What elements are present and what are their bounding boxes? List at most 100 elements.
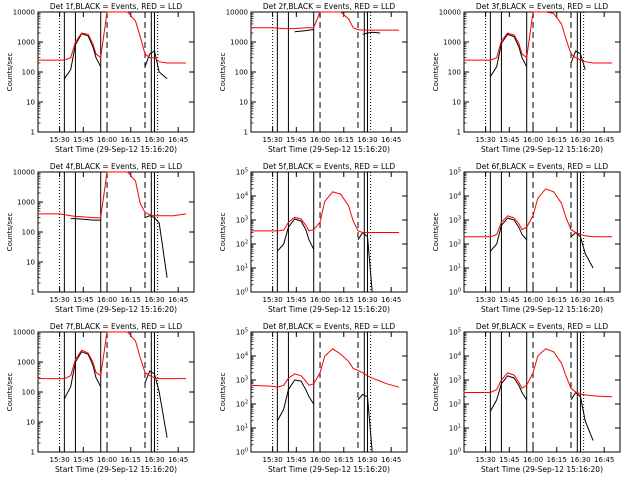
panel-title: Det 7f,BLACK = Events, RED = LLD xyxy=(50,322,183,331)
plot-frame xyxy=(250,331,408,453)
y-tick-label: 1 xyxy=(31,289,35,297)
events-series-line xyxy=(276,379,381,453)
lld-series-line xyxy=(250,191,400,233)
panel-title: Det 3f,BLACK = Events, RED = LLD xyxy=(476,2,609,11)
panel-title: Det 1f,BLACK = Events, RED = LLD xyxy=(50,2,183,11)
x-axis-label: Start Time (29-Sep-12 15:16:20) xyxy=(268,145,390,154)
x-tick-label: 16:45 xyxy=(168,136,188,144)
x-axis-label: Start Time (29-Sep-12 15:16:20) xyxy=(481,145,603,154)
x-tick-label: 16:15 xyxy=(334,296,354,304)
y-tick-label: 100 xyxy=(235,69,248,77)
x-tick-label: 15:30 xyxy=(476,296,496,304)
y-axis-label: Counts/sec xyxy=(432,53,440,92)
plot-frame xyxy=(37,11,195,133)
y-tick-label: 100 xyxy=(236,448,248,457)
x-tick-label: 16:15 xyxy=(334,136,354,144)
y-axis-label: Counts/sec xyxy=(219,373,227,412)
panel-title: Det 2f,BLACK = Events, RED = LLD xyxy=(263,2,396,11)
y-tick-label: 10 xyxy=(26,419,35,427)
events-series-line xyxy=(489,33,586,77)
x-tick-label: 15:45 xyxy=(499,136,519,144)
panel-title: Det 4f,BLACK = Events, RED = LLD xyxy=(50,162,183,171)
y-tick-label: 1000 xyxy=(17,359,35,367)
panel-title: Det 8f,BLACK = Events, RED = LLD xyxy=(263,322,396,331)
x-tick-label: 15:45 xyxy=(286,456,306,464)
x-axis-label: Start Time (29-Sep-12 15:16:20) xyxy=(55,145,177,154)
y-axis-label: Counts/sec xyxy=(6,373,14,412)
x-tick-label: 16:00 xyxy=(97,456,117,464)
panel-5: Det 5f,BLACK = Events, RED = LLD Counts/s… xyxy=(219,162,408,314)
x-axis-label: Start Time (29-Sep-12 15:16:20) xyxy=(268,305,390,314)
y-tick-label: 10000 xyxy=(13,169,35,177)
x-tick-label: 16:15 xyxy=(121,136,141,144)
y-tick-label: 101 xyxy=(236,424,248,433)
y-tick-label: 10 xyxy=(26,259,35,267)
x-tick-label: 16:15 xyxy=(547,456,567,464)
panel-9: Det 9f,BLACK = Events, RED = LLD Counts/s… xyxy=(432,322,621,474)
x-tick-label: 16:00 xyxy=(97,296,117,304)
y-tick-label: 104 xyxy=(449,192,461,201)
y-tick-label: 103 xyxy=(236,216,248,225)
x-tick-label: 16:15 xyxy=(547,296,567,304)
x-tick-label: 16:15 xyxy=(547,136,567,144)
x-tick-label: 15:45 xyxy=(286,136,306,144)
x-tick-label: 16:30 xyxy=(357,296,377,304)
x-tick-label: 16:30 xyxy=(570,136,590,144)
y-tick-label: 102 xyxy=(449,400,461,409)
y-tick-label: 103 xyxy=(449,216,461,225)
panel-2: Det 2f,BLACK = Events, RED = LLD Counts/s… xyxy=(219,2,408,154)
events-series-line xyxy=(294,29,381,35)
y-tick-label: 105 xyxy=(449,168,461,177)
plot-frame xyxy=(463,171,621,293)
lld-series-line xyxy=(37,331,187,380)
lld-series-line xyxy=(463,11,613,64)
y-tick-label: 10000 xyxy=(13,329,35,337)
y-tick-label: 1 xyxy=(244,129,248,137)
panel-7: Det 7f,BLACK = Events, RED = LLD Counts/s… xyxy=(6,322,195,474)
y-tick-label: 10000 xyxy=(439,9,461,17)
plot-frame xyxy=(37,331,195,453)
y-tick-label: 105 xyxy=(236,168,248,177)
y-tick-label: 1000 xyxy=(17,39,35,47)
x-tick-label: 15:30 xyxy=(263,296,283,304)
x-tick-label: 15:30 xyxy=(263,456,283,464)
x-tick-label: 15:45 xyxy=(499,456,519,464)
y-tick-label: 105 xyxy=(449,328,461,337)
lld-series-line xyxy=(250,11,400,31)
y-tick-label: 1 xyxy=(31,129,35,137)
panel-title: Det 5f,BLACK = Events, RED = LLD xyxy=(263,162,396,171)
panel-4: Det 4f,BLACK = Events, RED = LLD Counts/s… xyxy=(6,162,195,314)
x-tick-label: 16:45 xyxy=(594,136,614,144)
lld-series-line xyxy=(37,171,187,219)
y-tick-label: 100 xyxy=(22,69,35,77)
y-axis-label: Counts/sec xyxy=(432,373,440,412)
x-tick-label: 16:45 xyxy=(381,136,401,144)
y-tick-label: 1000 xyxy=(17,199,35,207)
events-series-line xyxy=(70,215,168,278)
panel-8: Det 8f,BLACK = Events, RED = LLD Counts/s… xyxy=(219,322,408,474)
y-tick-label: 102 xyxy=(236,240,248,249)
x-axis-label: Start Time (29-Sep-12 15:16:20) xyxy=(55,465,177,474)
y-tick-label: 105 xyxy=(236,328,248,337)
y-tick-label: 101 xyxy=(449,264,461,273)
panel-6: Det 6f,BLACK = Events, RED = LLD Counts/s… xyxy=(432,162,621,314)
x-tick-label: 15:45 xyxy=(499,296,519,304)
x-tick-label: 16:15 xyxy=(121,456,141,464)
x-tick-label: 15:30 xyxy=(50,296,70,304)
x-tick-label: 16:00 xyxy=(97,136,117,144)
x-tick-label: 16:00 xyxy=(523,136,543,144)
y-tick-label: 100 xyxy=(22,229,35,237)
y-tick-label: 1 xyxy=(31,449,35,457)
y-tick-label: 10 xyxy=(26,99,35,107)
y-tick-label: 100 xyxy=(236,288,248,297)
y-tick-label: 103 xyxy=(449,376,461,385)
y-axis-label: Counts/sec xyxy=(432,213,440,252)
x-axis-label: Start Time (29-Sep-12 15:16:20) xyxy=(481,465,603,474)
panel-3: Det 3f,BLACK = Events, RED = LLD Counts/s… xyxy=(432,2,621,154)
y-tick-label: 1000 xyxy=(443,39,461,47)
events-series-line xyxy=(63,32,168,80)
y-tick-label: 1000 xyxy=(230,39,248,47)
x-tick-label: 16:00 xyxy=(310,456,330,464)
x-tick-label: 15:45 xyxy=(73,296,93,304)
x-tick-label: 16:00 xyxy=(310,296,330,304)
